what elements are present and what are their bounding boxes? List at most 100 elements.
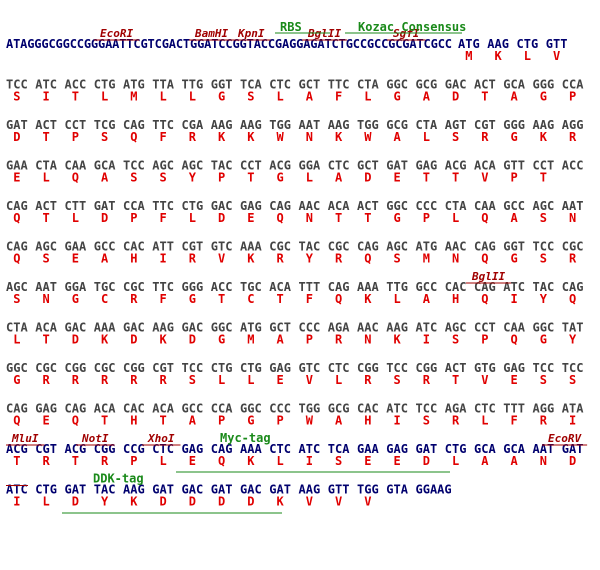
codon: AGG bbox=[533, 402, 555, 416]
amino-acid: L bbox=[13, 333, 20, 347]
codon: GCG bbox=[386, 118, 408, 132]
codon: TCC bbox=[6, 78, 28, 92]
amino-acid: D bbox=[569, 454, 576, 468]
codon: ATC bbox=[386, 402, 408, 416]
codon: AGC bbox=[533, 199, 555, 213]
codon: CTG bbox=[94, 78, 116, 92]
codon: GAT bbox=[269, 483, 291, 497]
amino-acid: A bbox=[423, 292, 431, 306]
codon: CCT bbox=[65, 118, 87, 132]
codon: CAC bbox=[357, 402, 379, 416]
amino-acid: K bbox=[335, 130, 343, 144]
amino-acid: T bbox=[277, 292, 284, 306]
codon: CTC bbox=[269, 442, 291, 456]
codon: TAC bbox=[94, 483, 116, 497]
codon: ACA bbox=[94, 402, 116, 416]
amino-acid: R bbox=[72, 373, 80, 387]
codon: GGG bbox=[503, 118, 525, 132]
codon: CTC bbox=[328, 159, 350, 173]
codon: GCA bbox=[503, 442, 525, 456]
codon: GCA bbox=[474, 442, 496, 456]
codon: GAG bbox=[182, 442, 204, 456]
amino-acid: D bbox=[101, 211, 108, 225]
codon: ACA bbox=[35, 321, 57, 335]
amino-acid: I bbox=[43, 90, 50, 104]
codon: AAA bbox=[357, 280, 379, 294]
codon: TTT bbox=[299, 280, 321, 294]
amino-acid: N bbox=[540, 454, 547, 468]
restriction-site: BamHI bbox=[194, 27, 228, 40]
amino-acid: K bbox=[277, 495, 285, 509]
codon: AAC bbox=[357, 321, 379, 335]
codon: TTC bbox=[152, 118, 174, 132]
codon: ACT bbox=[35, 118, 57, 132]
amino-acid: S bbox=[452, 333, 459, 347]
codon: AGC bbox=[386, 240, 408, 254]
amino-acid: E bbox=[394, 171, 401, 185]
codon: GGA bbox=[65, 280, 87, 294]
amino-acid: L bbox=[394, 292, 401, 306]
amino-acid: S bbox=[13, 292, 20, 306]
codon: GAC bbox=[65, 321, 87, 335]
codon: AAG bbox=[328, 118, 350, 132]
codon: TTT bbox=[503, 402, 525, 416]
amino-acid: R bbox=[189, 130, 197, 144]
codon: TTG bbox=[182, 78, 204, 92]
codon: CCC bbox=[269, 402, 291, 416]
codon: TGC bbox=[94, 280, 116, 294]
amino-acid: P bbox=[130, 211, 137, 225]
codon: AAC bbox=[445, 240, 467, 254]
amino-acid: G bbox=[247, 414, 254, 428]
amino-acid: D bbox=[189, 495, 196, 509]
amino-acid: E bbox=[394, 454, 401, 468]
feature-label: DDK-tag bbox=[93, 472, 144, 486]
amino-acid: Y bbox=[540, 292, 548, 306]
codon: TAT bbox=[562, 321, 584, 335]
codon: CAG bbox=[562, 280, 584, 294]
codon: GGC bbox=[386, 78, 408, 92]
amino-acid: E bbox=[364, 454, 371, 468]
codon: TCC bbox=[416, 402, 438, 416]
codon: AAG bbox=[152, 321, 174, 335]
codon: TCA bbox=[240, 78, 262, 92]
amino-acid: A bbox=[101, 171, 109, 185]
amino-acid: S bbox=[43, 252, 50, 266]
codon: CGG bbox=[357, 361, 379, 375]
amino-acid: S bbox=[335, 454, 342, 468]
amino-acid: F bbox=[160, 211, 167, 225]
amino-acid: N bbox=[569, 211, 576, 225]
codon: TCC bbox=[386, 361, 408, 375]
amino-acid: R bbox=[569, 130, 577, 144]
amino-acid: W bbox=[277, 130, 285, 144]
codon: ACA bbox=[269, 280, 291, 294]
amino-acid: Q bbox=[218, 454, 225, 468]
codon: CAG bbox=[269, 199, 291, 213]
amino-acid: Y bbox=[569, 333, 577, 347]
amino-acid: A bbox=[481, 454, 489, 468]
codon: AAG bbox=[487, 37, 509, 51]
amino-acid: N bbox=[306, 211, 313, 225]
amino-acid: L bbox=[452, 211, 459, 225]
codon: GCG bbox=[328, 402, 350, 416]
codon: CCT bbox=[474, 321, 496, 335]
amino-acid: T bbox=[540, 171, 547, 185]
restriction-site: XhoI bbox=[147, 432, 175, 445]
codon: GAT bbox=[65, 483, 87, 497]
amino-acid: K bbox=[247, 252, 255, 266]
amino-acid: S bbox=[13, 90, 20, 104]
amino-acid: P bbox=[569, 90, 576, 104]
amino-acid: D bbox=[218, 211, 225, 225]
amino-acid: T bbox=[43, 333, 50, 347]
codon: CAC bbox=[445, 280, 467, 294]
codon: CCT bbox=[240, 159, 262, 173]
amino-acid: R bbox=[569, 252, 577, 266]
codon: CAA bbox=[474, 199, 496, 213]
codon: AGC bbox=[445, 321, 467, 335]
amino-acid: L bbox=[364, 90, 371, 104]
codon: CGC bbox=[94, 361, 116, 375]
amino-acid: P bbox=[423, 211, 430, 225]
codon: TTC bbox=[328, 78, 350, 92]
codon: GGC bbox=[211, 321, 233, 335]
restriction-site: KpnI bbox=[237, 27, 265, 40]
codon: CTA bbox=[445, 199, 467, 213]
